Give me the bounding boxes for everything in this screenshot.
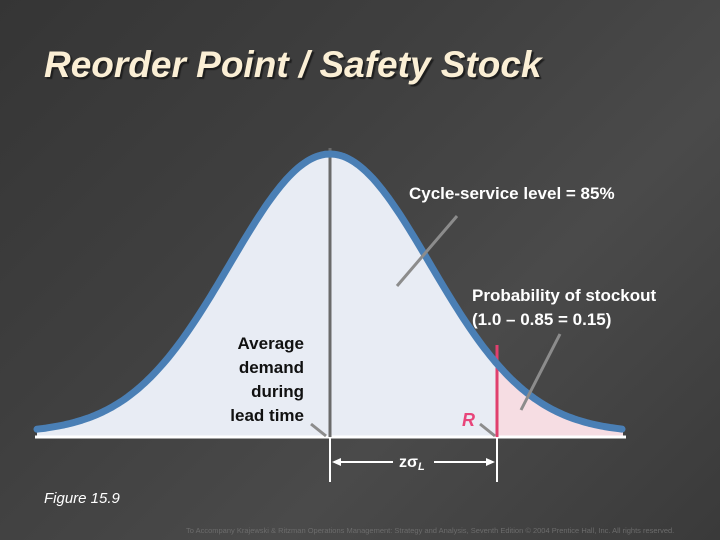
z-sigma-subscript: L — [417, 461, 425, 473]
average-demand-label: Average demand during lead time — [200, 332, 304, 428]
slide-title: Reorder Point / Safety Stock — [44, 44, 542, 85]
stockout-tail-area — [497, 363, 623, 437]
service-level-area — [37, 154, 497, 437]
r-leader-line — [479, 422, 496, 438]
left-arrowhead-icon — [332, 458, 341, 466]
z-sigma-text: zσ — [399, 454, 418, 471]
bell-curve — [33, 150, 626, 433]
csl-leader-line — [395, 215, 459, 287]
stockout-line-2: (1.0 – 0.85 = 0.15) — [472, 310, 612, 329]
avg-leader-line — [310, 422, 327, 438]
figure-label: Figure 15.9 — [44, 490, 120, 507]
stockout-leader-line — [519, 333, 562, 411]
avg-line-3: during — [251, 382, 304, 401]
safety-stock-label: zσL — [399, 454, 425, 473]
avg-line-4: lead time — [230, 406, 304, 425]
stockout-probability-label: Probability of stockout (1.0 – 0.85 = 0.… — [472, 284, 656, 332]
copyright-footer: To Accompany Krajewski & Ritzman Operati… — [186, 526, 675, 535]
avg-line-1: Average — [237, 334, 304, 353]
stockout-line-1: Probability of stockout — [472, 286, 657, 305]
cycle-service-level-label: Cycle-service level = 85% — [409, 184, 615, 203]
right-arrowhead-icon — [486, 458, 495, 466]
reorder-point-label: R — [462, 410, 475, 430]
avg-line-2: demand — [238, 358, 304, 377]
